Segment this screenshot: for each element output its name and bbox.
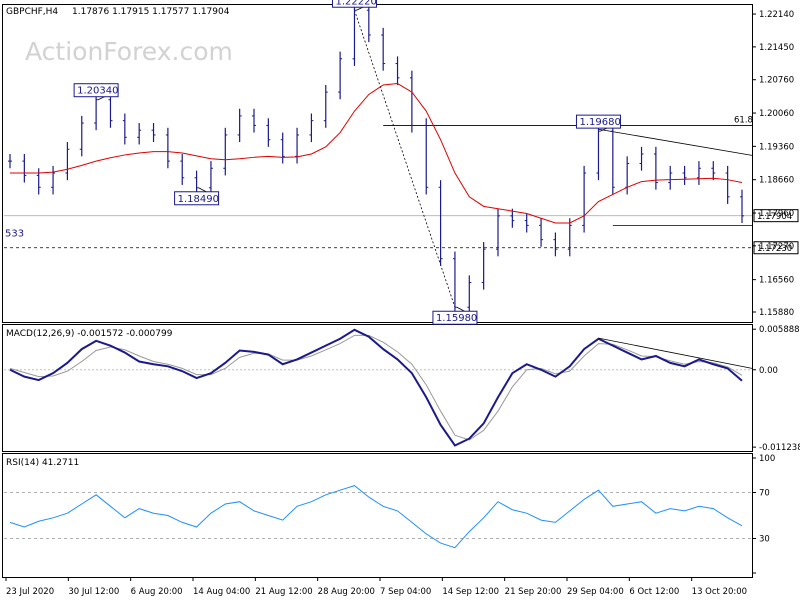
annotation-label: 1.15980 xyxy=(436,313,477,324)
time-axis: 23 Jul 2020 30 Jul 12:00 6 Aug 20:00 14 Aug… xyxy=(5,577,747,597)
price-tick-label: 1.18660 xyxy=(759,176,794,186)
rsi-line xyxy=(9,485,743,549)
time-tick-label: 21 Sep 20:00 xyxy=(505,587,562,597)
annotation-box xyxy=(73,83,119,98)
time-tick-label: 29 Sep 04:00 xyxy=(567,587,624,597)
price-tick-label: 1.20760 xyxy=(759,76,794,86)
rsi-tick-label: 70 xyxy=(759,489,770,499)
macd-signal-line xyxy=(9,334,743,441)
rsi-y-axis: 100 70 30 xyxy=(752,454,775,574)
time-tick-label: 21 Aug 12:00 xyxy=(255,587,312,597)
price-tick-label: 1.19360 xyxy=(759,142,794,152)
price-bars xyxy=(8,3,744,315)
rsi-lines xyxy=(9,485,743,549)
price-annotations: 1.22220 1.20340 1.18490 1.15980 1.19680 xyxy=(73,0,621,325)
header-ohlc: 1.17876 1.17915 1.17577 1.17904 xyxy=(72,7,230,17)
annotation-label: 1.18490 xyxy=(178,194,219,205)
time-tick-label: 28 Aug 20:00 xyxy=(318,587,375,597)
time-tick-label: 6 Aug 20:00 xyxy=(131,587,183,597)
macd-tick-label: -0.011238 xyxy=(759,443,800,453)
time-tick-label: 6 Oct 12:00 xyxy=(629,587,679,597)
price-tick-label: 1.21450 xyxy=(759,43,794,53)
rsi-tick-label: 100 xyxy=(759,454,775,464)
time-tick-label: 23 Jul 2020 xyxy=(6,587,54,597)
annotation-label: 1.22220 xyxy=(335,0,376,7)
current-price-label: 1.17904 xyxy=(757,212,792,222)
support-level-label: 1.17230 xyxy=(757,244,792,254)
macd-panel-frame xyxy=(2,324,753,452)
rsi-panel-frame xyxy=(2,453,753,578)
rsi-tick-label: 30 xyxy=(759,535,770,545)
price-trendlines xyxy=(354,10,753,308)
price-tick-label: 1.17960 xyxy=(759,209,794,219)
price-tick-label: 1.16560 xyxy=(759,276,794,286)
fib-618-label: 61.8 xyxy=(734,115,753,125)
macd-trendline xyxy=(598,337,753,369)
rsi-title: RSI(14) 41.2711 xyxy=(6,458,79,468)
price-tick-label: 1.20060 xyxy=(759,109,794,119)
moving-average xyxy=(10,83,743,224)
time-tick-label: 13 Oct 20:00 xyxy=(692,587,747,597)
macd-title: MACD(12,26,9) -0.001572 -0.000799 xyxy=(6,329,173,339)
support-level-box xyxy=(753,241,799,255)
time-tick-label: 14 Aug 04:00 xyxy=(193,587,250,597)
price-tick-label: 1.17270 xyxy=(759,242,794,252)
macd-tick-label: 0.005888 xyxy=(759,325,800,335)
annotation-label: 1.20340 xyxy=(77,86,118,97)
rsi-gridlines xyxy=(4,492,752,539)
price-panel-frame xyxy=(2,4,753,323)
fib-swing-dashed-line xyxy=(354,10,456,308)
macd-tick-label: 0.00 xyxy=(759,366,778,376)
annotation-box xyxy=(432,310,478,325)
price-tick-label: 1.22140 xyxy=(759,10,794,20)
price-levels: 61.8 1.17904 1.17230 533 xyxy=(4,115,799,255)
moving-average-line xyxy=(10,83,743,224)
macd-lines xyxy=(9,328,753,447)
header-symbol: GBPCHF,H4 xyxy=(6,7,58,17)
price-tick-label: 1.15880 xyxy=(759,308,794,318)
annotation-box xyxy=(174,191,220,206)
time-tick-label: 30 Jul 12:00 xyxy=(68,587,119,597)
time-tick-label: 7 Sep 04:00 xyxy=(380,587,431,597)
annotation-box xyxy=(331,0,377,8)
annotation-label: 1.19680 xyxy=(579,117,620,128)
macd-y-axis: 0.005888 0.00 -0.011238 xyxy=(752,325,800,453)
watermark: ActionForex.com xyxy=(25,37,233,66)
panel-frames xyxy=(2,4,753,578)
price-y-axis: 1.22140 1.21450 1.20760 1.20060 1.19360 1.186… xyxy=(752,10,794,318)
time-tick-label: 14 Sep 12:00 xyxy=(442,587,499,597)
current-price-box xyxy=(753,209,799,223)
partial-level-label: 533 xyxy=(5,228,24,239)
annotation-box xyxy=(575,114,621,129)
macd-main-line xyxy=(9,328,743,447)
triangle-upper-trendline xyxy=(598,128,753,156)
